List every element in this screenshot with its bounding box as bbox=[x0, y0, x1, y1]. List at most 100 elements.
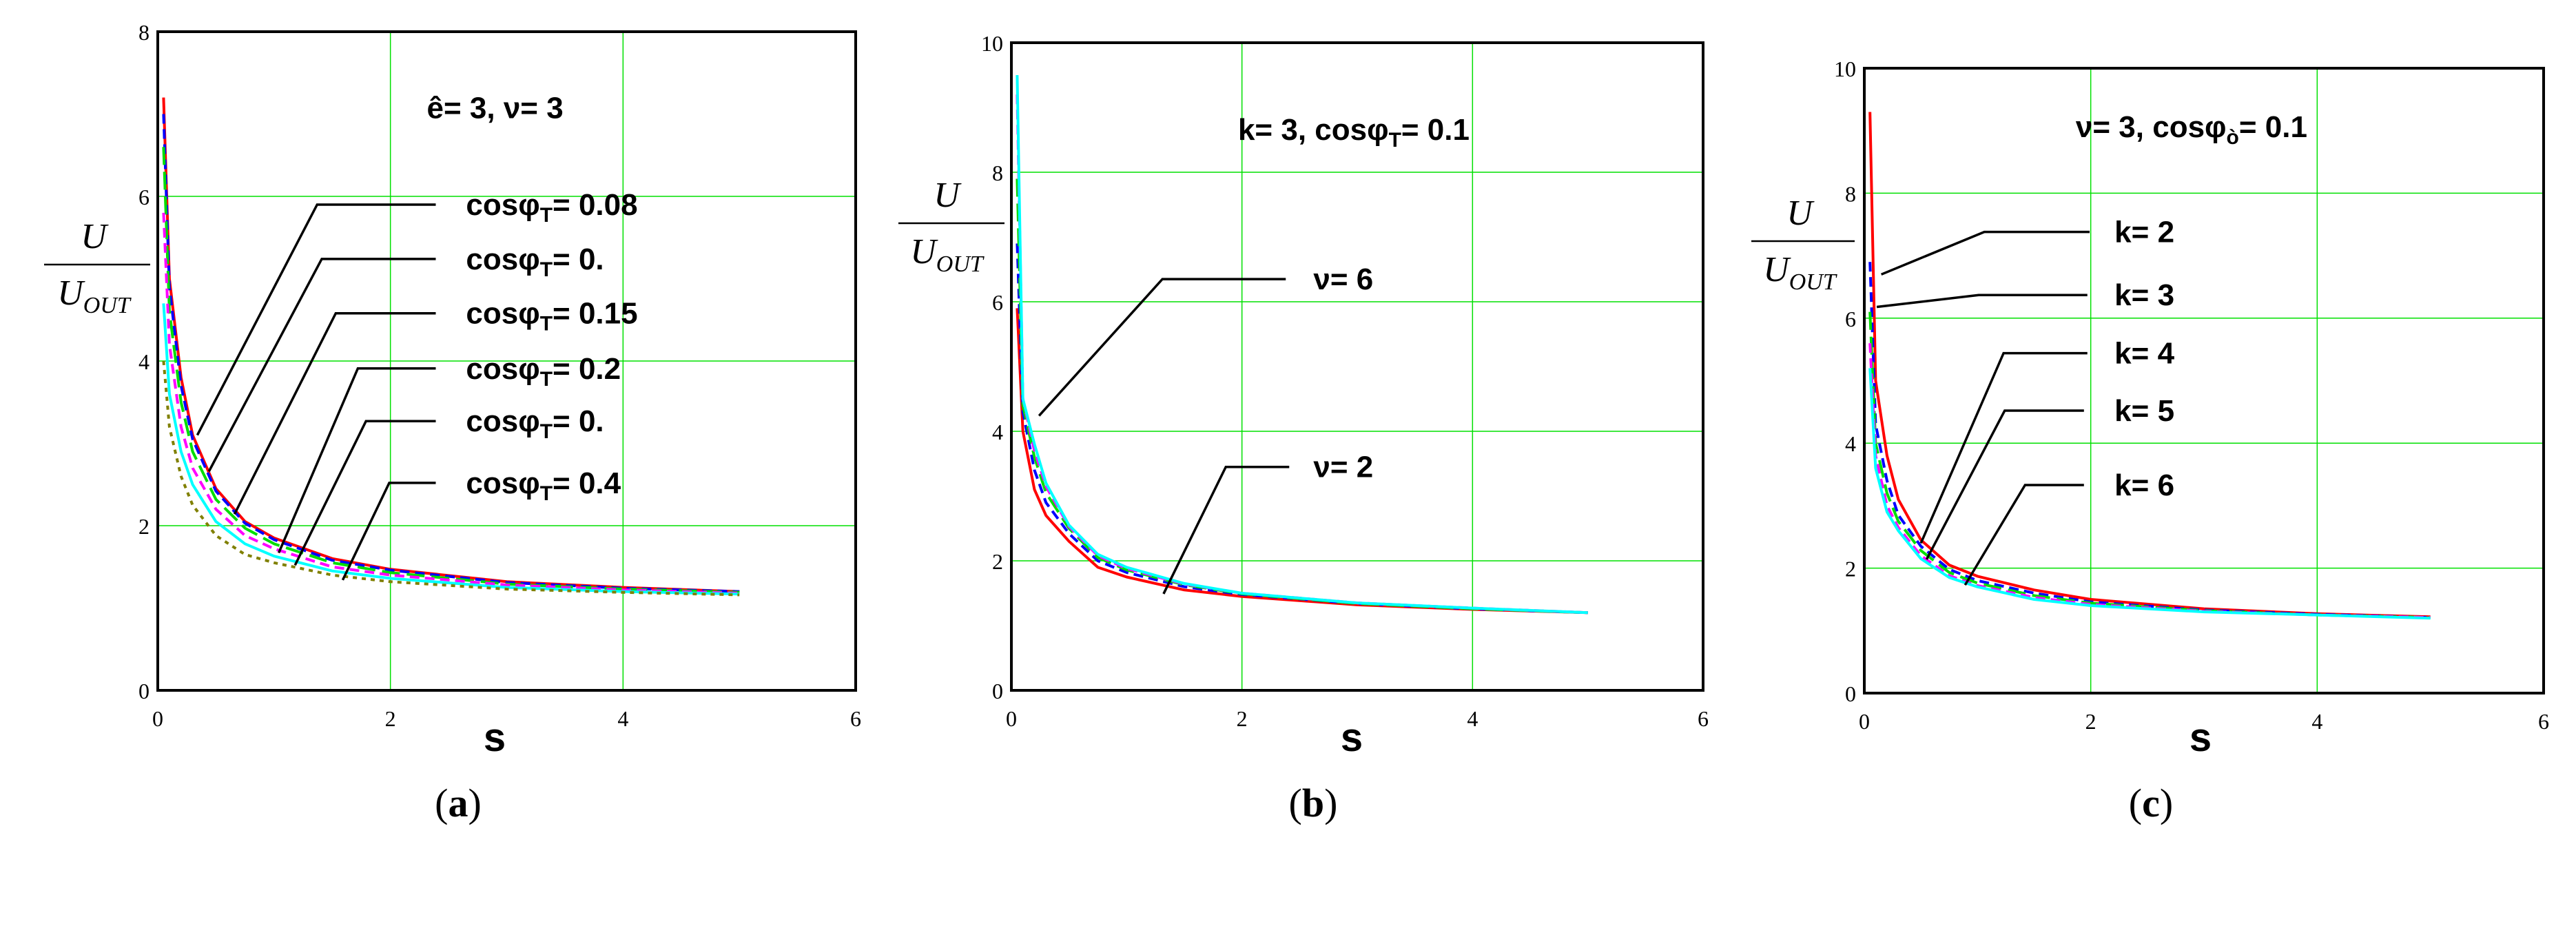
y-tick-label: 2 bbox=[992, 549, 1003, 574]
annotation-rest: = 0.15 bbox=[553, 297, 638, 331]
plot-frame bbox=[156, 30, 857, 692]
annotation-label: k= 3 bbox=[2114, 278, 2174, 312]
x-tick-label: 0 bbox=[1006, 706, 1017, 731]
caption-paren: ) bbox=[1324, 781, 1337, 825]
annotation-rest: = 0.08 bbox=[553, 188, 638, 222]
series-line-6 bbox=[162, 360, 740, 597]
caption-paren: ) bbox=[468, 781, 482, 825]
annotation-subscript: T bbox=[540, 204, 553, 227]
x-tick-label: 4 bbox=[617, 706, 628, 731]
series-line-4 bbox=[162, 212, 740, 595]
annotation-text: cosφ bbox=[466, 404, 539, 438]
y-tick-label: 4 bbox=[138, 349, 150, 374]
denominator-text: U bbox=[1763, 250, 1791, 289]
annotation-label: k= 6 bbox=[2114, 468, 2174, 502]
y-tick-label: 4 bbox=[1845, 431, 1856, 456]
x-tick-label: 0 bbox=[1859, 709, 1870, 734]
annotation-label: cosφT= 0.4 bbox=[466, 466, 621, 505]
y-axis-label-numerator: U bbox=[81, 217, 109, 256]
annotation-rest: = 0. bbox=[553, 243, 604, 276]
x-axis-label: s bbox=[1341, 715, 1363, 760]
annotation-text: cosφ bbox=[466, 352, 539, 386]
x-axis-label: s bbox=[484, 715, 506, 760]
annotation-text: ν= 2 bbox=[1313, 451, 1373, 484]
annotation-text: k= 4 bbox=[2114, 337, 2174, 371]
series-line-2 bbox=[1868, 262, 2431, 619]
caption-letter: a bbox=[449, 781, 468, 825]
annotation-text: k= 5 bbox=[2114, 394, 2174, 428]
annotation-label: k= 4 bbox=[2114, 337, 2174, 371]
caption-paren: ( bbox=[2129, 781, 2142, 825]
y-tick-label: 0 bbox=[138, 679, 150, 703]
denominator-subscript: OUT bbox=[1789, 269, 1837, 295]
y-tick-label: 6 bbox=[138, 185, 150, 209]
y-tick-label: 6 bbox=[992, 290, 1003, 315]
denominator-subscript: OUT bbox=[936, 251, 985, 277]
title-text: ê= 3, ν= 3 bbox=[427, 91, 564, 125]
title-rest: = 0.1 bbox=[1401, 113, 1470, 147]
leader-line bbox=[1919, 351, 2088, 544]
y-tick-label: 6 bbox=[1845, 307, 1856, 331]
series-line-5 bbox=[1016, 74, 1588, 615]
annotation-text: cosφ bbox=[466, 188, 539, 222]
x-tick-label: 6 bbox=[2538, 709, 2549, 734]
x-axis-label: s bbox=[2189, 715, 2212, 760]
annotation-subscript: T bbox=[540, 482, 553, 505]
series-line-5 bbox=[162, 303, 740, 596]
annotation-label: cosφT= 0.2 bbox=[466, 352, 621, 391]
caption-paren: ) bbox=[2160, 781, 2173, 825]
y-tick-label: 4 bbox=[992, 420, 1003, 444]
y-tick-label: 8 bbox=[992, 161, 1003, 185]
y-tick-label: 2 bbox=[1845, 557, 1856, 581]
annotation-text: cosφ bbox=[466, 243, 539, 276]
caption-paren: ( bbox=[435, 781, 448, 825]
plot-frame bbox=[1863, 67, 2545, 694]
denominator-text: U bbox=[57, 274, 85, 313]
series-line-5 bbox=[1868, 368, 2431, 620]
annotation-rest: = 0. bbox=[553, 404, 604, 438]
caption-letter: b bbox=[1302, 781, 1324, 825]
series-line-1 bbox=[162, 97, 740, 593]
annotation-label: cosφT= 0. bbox=[466, 404, 604, 443]
leader-line bbox=[277, 367, 436, 554]
annotation-text: cosφ bbox=[466, 297, 539, 331]
plot-frame bbox=[1010, 41, 1704, 692]
y-tick-label: 8 bbox=[1845, 181, 1856, 206]
denominator-subscript: OUT bbox=[83, 293, 132, 318]
annotation-subscript: T bbox=[540, 368, 553, 391]
x-tick-label: 2 bbox=[2085, 709, 2096, 734]
x-tick-label: 4 bbox=[1467, 706, 1478, 731]
leader-line bbox=[207, 258, 436, 472]
leader-line bbox=[293, 420, 436, 566]
panel-title: k= 3, cosφT= 0.1 bbox=[1238, 113, 1470, 152]
annotation-subscript: T bbox=[540, 313, 553, 336]
panel-caption: (b) bbox=[1289, 781, 1338, 825]
series-line-1 bbox=[1016, 308, 1588, 615]
annotation-rest: = 0.4 bbox=[553, 466, 621, 500]
annotation-subscript: T bbox=[540, 420, 553, 443]
title-text: ν= 3, cosφ bbox=[2076, 110, 2227, 144]
caption-letter: c bbox=[2142, 781, 2160, 825]
annotation-rest: = 0.2 bbox=[553, 352, 621, 386]
y-axis-label-denominator: UOUT bbox=[57, 274, 132, 318]
x-tick-label: 0 bbox=[152, 706, 163, 731]
leader-line bbox=[233, 311, 436, 515]
annotation-text: cosφ bbox=[466, 466, 539, 500]
annotation-label: cosφT= 0.15 bbox=[466, 297, 637, 336]
y-tick-label: 2 bbox=[138, 514, 150, 539]
annotation-label: ν= 2 bbox=[1313, 451, 1373, 484]
y-tick-label: 10 bbox=[981, 31, 1003, 56]
annotation-text: ν= 6 bbox=[1313, 262, 1373, 296]
denominator-text: U bbox=[910, 232, 938, 271]
panel-title: ê= 3, ν= 3 bbox=[427, 91, 564, 125]
leader-line bbox=[1162, 465, 1290, 595]
y-axis-label-denominator: UOUT bbox=[910, 232, 985, 277]
y-axis-label-numerator: U bbox=[934, 176, 962, 215]
annotation-label: cosφT= 0. bbox=[466, 243, 604, 281]
y-axis-label-numerator: U bbox=[1786, 194, 1815, 233]
x-tick-label: 4 bbox=[2311, 709, 2322, 734]
annotation-label: cosφT= 0.08 bbox=[466, 188, 637, 227]
